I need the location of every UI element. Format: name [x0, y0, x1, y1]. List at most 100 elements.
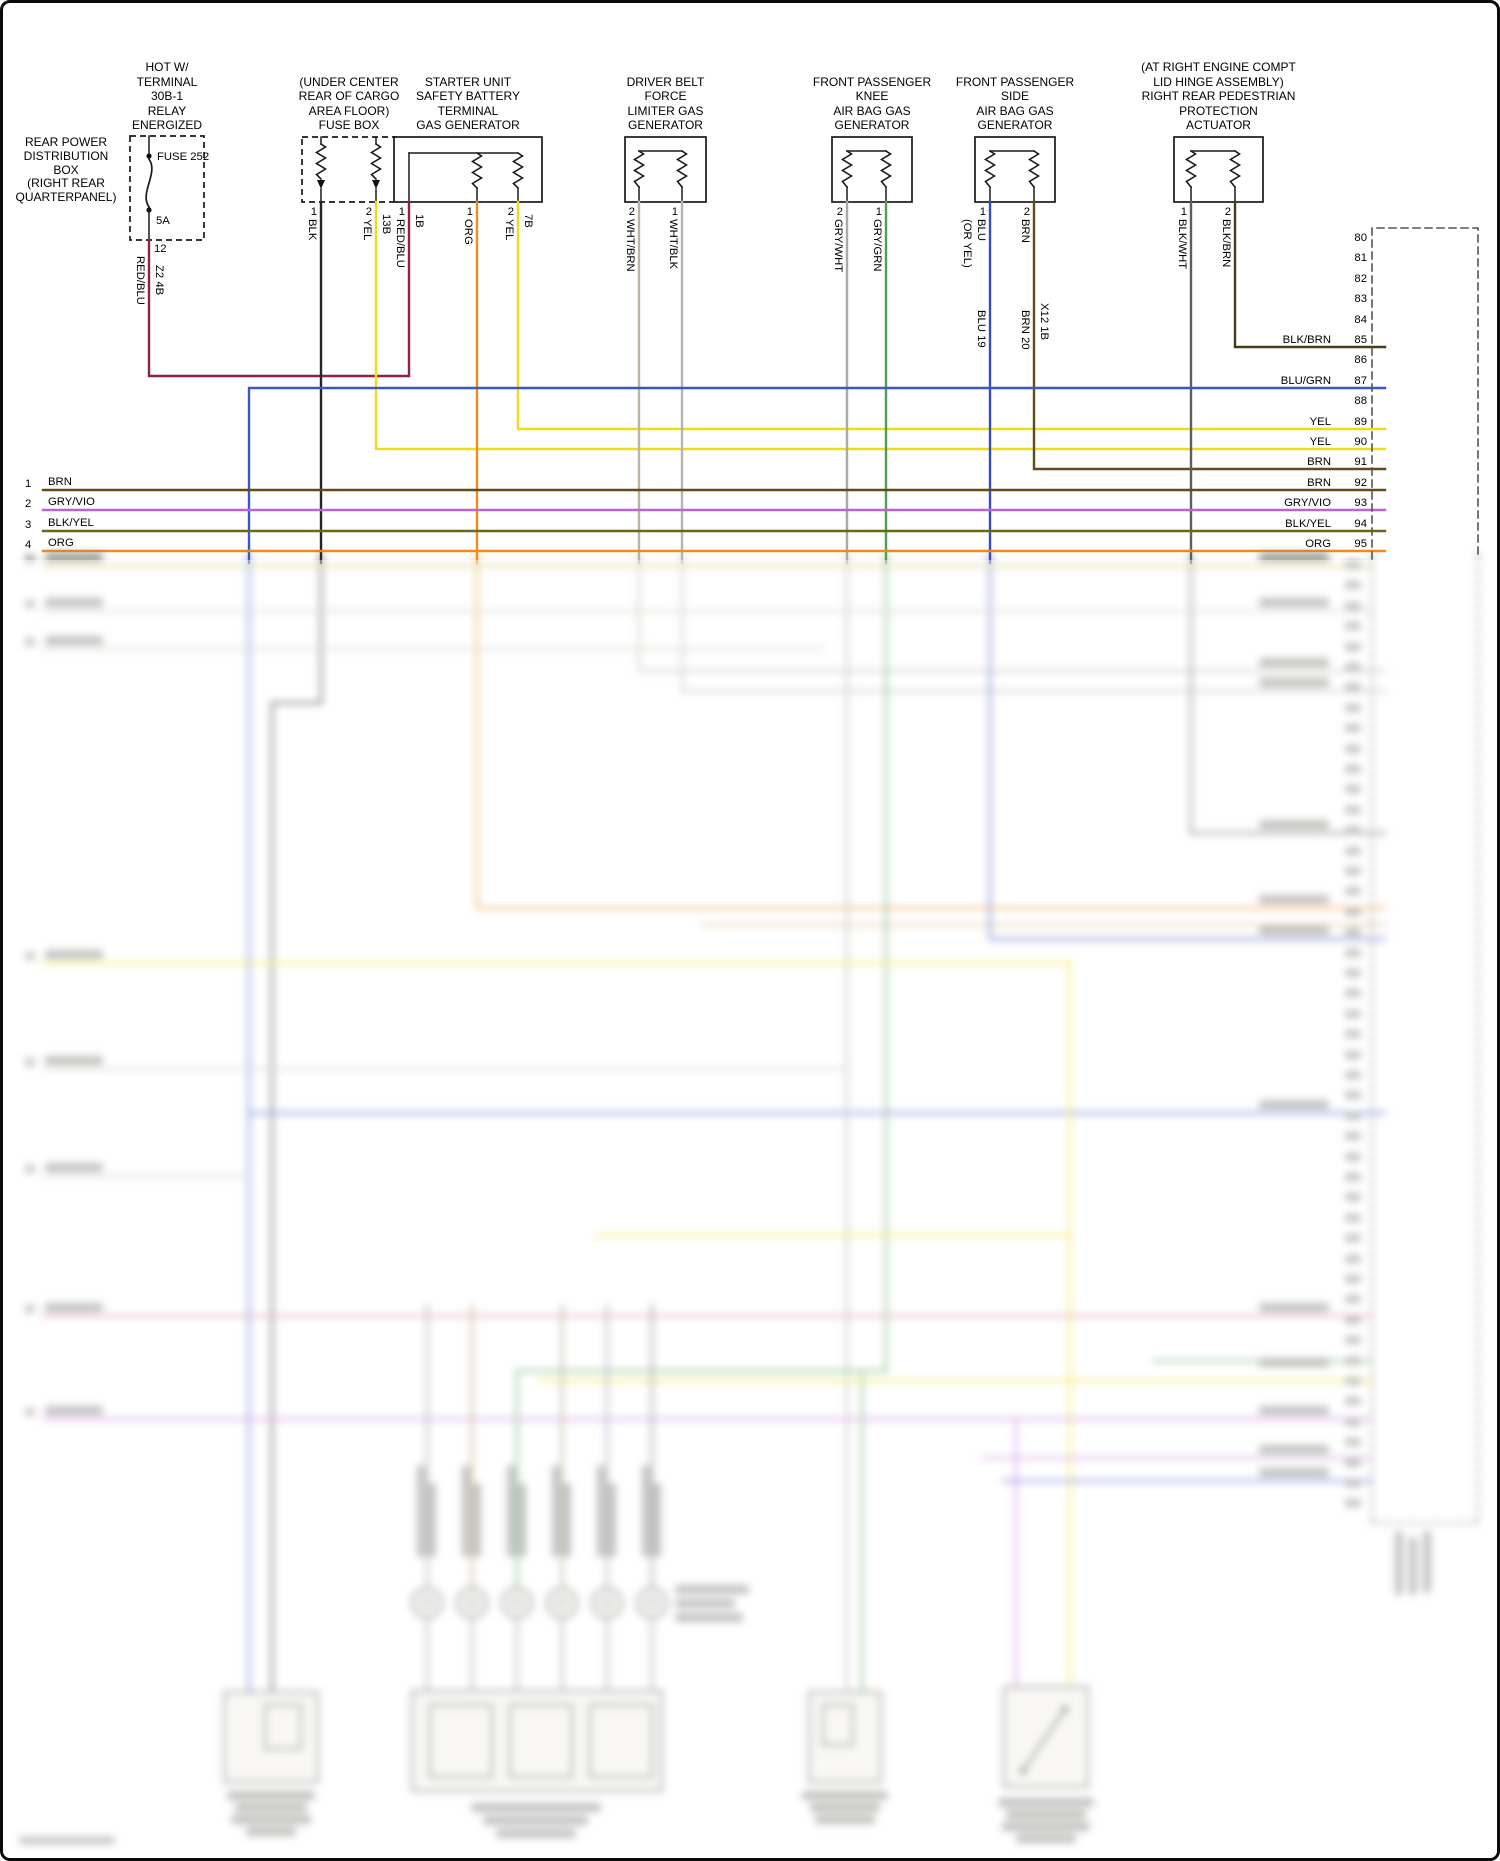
pin-number: 2	[507, 206, 514, 218]
blurred-text	[471, 1803, 601, 1812]
component-caption-line: GENERATOR	[628, 118, 703, 133]
blurred-text	[1345, 989, 1361, 998]
component-caption-line: DRIVER BELT	[626, 74, 705, 89]
wire-color-label: BLK/BRN	[1220, 219, 1232, 268]
circuit-tag-label: X12 1B	[1038, 303, 1050, 341]
wire	[270, 553, 323, 1694]
blurred-text	[1259, 926, 1329, 935]
blurred-wires-layer	[41, 553, 1479, 1792]
blurred-text	[675, 1613, 743, 1622]
blurred-text	[653, 1483, 661, 1557]
power-box-label-line: (RIGHT REAR	[27, 176, 105, 191]
wire-color-label: YEL	[503, 219, 515, 241]
connector-pin-number: 95	[1354, 538, 1367, 550]
blurred-text	[45, 636, 103, 645]
component-caption-line: GAS GENERATOR	[416, 118, 520, 133]
component-box	[429, 1704, 493, 1778]
component-box	[589, 1704, 653, 1778]
blurred-text	[1259, 598, 1329, 607]
inline-connector-label: BLU 19	[975, 310, 987, 348]
blurred-text	[473, 1483, 481, 1557]
component-caption: STARTER UNIT SAFETY BATTERY TERMINAL GAS GE…	[358, 75, 578, 133]
component-caption-line: AREA FLOOR)	[308, 103, 390, 118]
blurred-text	[1345, 1397, 1361, 1406]
wire-color-label: GRY/GRN	[871, 219, 883, 272]
blurred-text	[1006, 1810, 1086, 1819]
component-caption-line: FORCE	[644, 89, 687, 104]
wire	[470, 151, 484, 190]
wire	[632, 149, 646, 189]
blurred-text	[45, 553, 103, 562]
blurred-text	[45, 1406, 103, 1415]
blurred-text	[608, 1483, 616, 1557]
component-caption-line: LIMITER GAS	[627, 103, 704, 118]
component-caption-line: SAFETY BATTERY	[415, 89, 521, 104]
blurred-text	[227, 1791, 315, 1800]
component-caption-line: STARTER UNIT	[424, 74, 512, 89]
wire-color-label: BLK	[306, 219, 318, 241]
pin-number: 2	[365, 206, 372, 218]
blurred-text	[246, 1827, 296, 1836]
power-box-label-line: QUARTERPANEL)	[15, 190, 117, 205]
blurred-text	[1345, 1336, 1361, 1345]
blurred-text	[1259, 658, 1329, 667]
blurred-text	[563, 1483, 571, 1557]
pin-number: 1	[466, 206, 473, 218]
blurred-text	[1345, 1071, 1361, 1079]
blurred-text	[25, 1305, 35, 1313]
blurred-text	[25, 1408, 35, 1416]
left-row-wire-label: ORG	[48, 537, 74, 549]
wire	[879, 149, 893, 189]
wire	[637, 553, 1387, 673]
blurred-text	[25, 555, 35, 563]
connector-pin-number: 85	[1354, 334, 1367, 346]
component-caption-line: FUSE BOX	[318, 118, 380, 133]
wire-alt-color-label: (OR YEL)	[961, 219, 973, 268]
wire	[1021, 1707, 1067, 1773]
blurred-text	[1345, 744, 1361, 753]
fuse-arrow-icon	[317, 180, 325, 189]
blurred-text	[1345, 1479, 1361, 1487]
connector-pin-number: 89	[1354, 416, 1367, 428]
blurred-text	[1345, 601, 1361, 610]
wire	[369, 142, 383, 181]
blurred-text	[675, 1585, 749, 1594]
blurred-text	[1345, 765, 1361, 773]
blurred-text	[1345, 1417, 1361, 1426]
blurred-text	[483, 1816, 588, 1825]
pin-number: 1	[875, 206, 882, 218]
blurred-text	[45, 950, 103, 959]
blurred-text	[1002, 1822, 1090, 1831]
wire	[1027, 149, 1041, 189]
relay-feed-caption-line: 30B-1	[150, 89, 184, 104]
blurred-text	[1259, 1303, 1329, 1312]
pin-number: 1	[979, 206, 986, 218]
blurred-lower-region	[3, 3, 1497, 1858]
diagram-wires-layer	[41, 135, 1479, 565]
blurred-text	[1395, 1531, 1403, 1595]
ring-terminal-center	[510, 1596, 524, 1610]
pin-number: 1	[1180, 206, 1187, 218]
blurred-text	[1345, 907, 1361, 916]
pin-number: 2	[836, 206, 843, 218]
wire	[475, 553, 1387, 910]
ring-terminal	[546, 1587, 578, 1619]
fuse-arrow-icon	[372, 180, 380, 189]
wire	[516, 200, 1387, 431]
blurred-text	[231, 1815, 311, 1824]
blurred-text	[597, 1465, 605, 1557]
wire	[374, 200, 1387, 451]
component-box	[264, 1704, 302, 1750]
component-caption-line: AIR BAG GAS	[833, 103, 911, 118]
relay-circuit-label: Z2 4B	[153, 265, 165, 296]
blurred-text	[810, 1803, 880, 1812]
pin-number: 1	[310, 206, 317, 218]
component-caption-line: REAR OF CARGO	[298, 89, 400, 104]
connector-wire-label: GRY/VIO	[1284, 497, 1331, 509]
connector-pin-number: 93	[1354, 497, 1367, 509]
blurred-text	[1345, 969, 1361, 977]
blurred-text	[1259, 895, 1329, 904]
connector-wire-label: BRN	[1307, 477, 1331, 489]
blurred-text	[1345, 1458, 1361, 1467]
ring-terminal-center	[600, 1596, 614, 1610]
